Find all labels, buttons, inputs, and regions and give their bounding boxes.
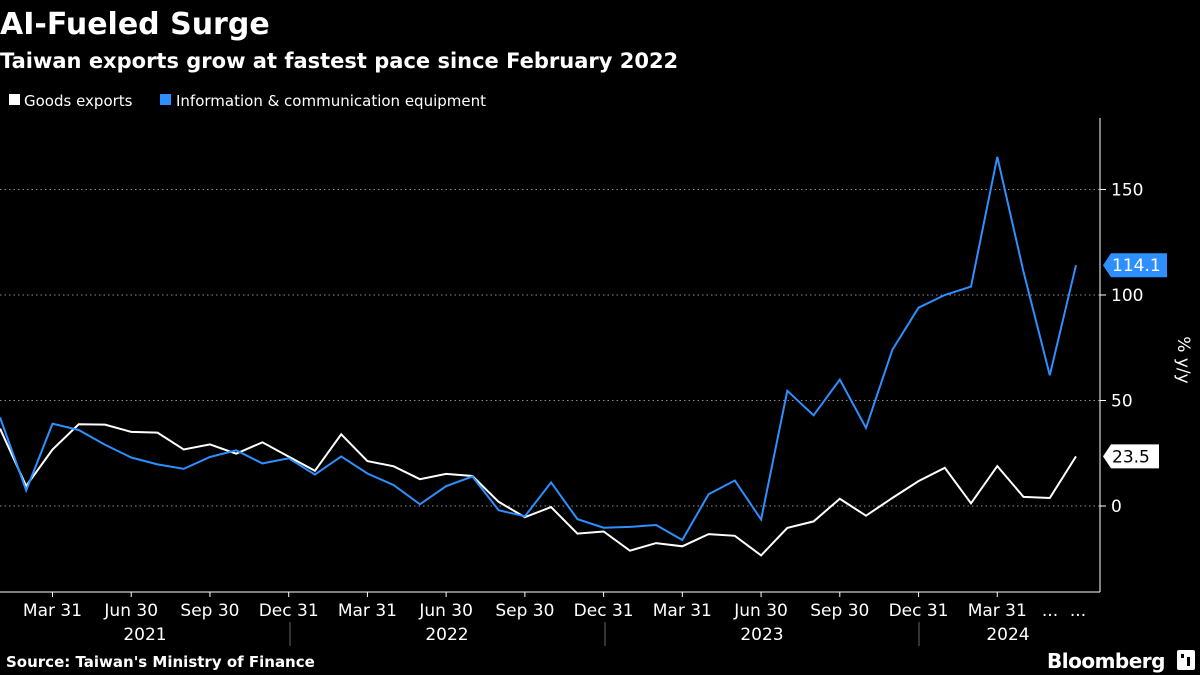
x-tick-label: Sep 30: [180, 601, 239, 621]
x-year-label: 2021: [123, 625, 166, 645]
end-label-tag: [1103, 253, 1167, 278]
x-tick-label: Jun 30: [103, 601, 158, 621]
source-note: Source: Taiwan's Ministry of Finance: [6, 653, 315, 671]
x-tick-label: Mar 31: [23, 601, 82, 621]
x-tick-label: Jun 30: [733, 601, 788, 621]
end-label-value: 114.1: [1112, 256, 1161, 276]
x-tick-label: Dec 31: [889, 601, 949, 621]
series-line-goods-exports: [0, 423, 1077, 557]
legend-swatch-ict: [160, 94, 171, 105]
end-label-value: 23.5: [1112, 447, 1150, 467]
end-value-labels: 23.5 114.1: [1103, 253, 1167, 469]
x-tick-label: Mar 31: [338, 601, 397, 621]
y-tick-label: 0: [1111, 497, 1122, 517]
legend-label-goods: Goods exports: [24, 92, 133, 110]
x-year-label: 2022: [425, 625, 468, 645]
y-tick-label: 150: [1111, 181, 1143, 201]
legend-swatch-goods: [9, 94, 20, 105]
gridlines: [0, 189, 1100, 507]
chart-subtitle: Taiwan exports grow at fastest pace sinc…: [0, 49, 678, 73]
y-tick-label: 50: [1111, 392, 1133, 412]
x-tick-label: ...: [1070, 601, 1086, 621]
x-tick-label: Mar 31: [653, 601, 712, 621]
series-line-ict-equipment: [0, 156, 1077, 542]
x-tick-label: Jun 30: [418, 601, 473, 621]
y-axis-label: % y/y: [1173, 336, 1193, 383]
x-tick-label: Dec 31: [574, 601, 634, 621]
y-tick-label: 100: [1111, 286, 1143, 306]
x-tick-label: Mar 31: [968, 601, 1027, 621]
chart-title: AI-Fueled Surge: [0, 7, 270, 42]
x-tick-label: Sep 30: [810, 601, 869, 621]
legend-label-ict: Information & communication equipment: [176, 92, 486, 110]
brand-logo-text: Bloomberg: [1047, 649, 1165, 673]
bloomberg-terminal-icon: [1177, 650, 1195, 670]
end-label-tag: [1103, 444, 1159, 469]
x-tick-label: ...: [1042, 601, 1058, 621]
y-axis: 0 50 100 150: [1100, 181, 1143, 517]
x-tick-label: Sep 30: [495, 601, 554, 621]
x-year-label: 2023: [740, 625, 783, 645]
legend: Goods exports Information & communicatio…: [9, 92, 486, 110]
x-axis: Mar 31 Jun 30 Sep 30 Dec 31 Mar 31 Jun 30 Sep …: [0, 591, 1100, 646]
x-tick-label: Dec 31: [259, 601, 319, 621]
x-year-label: 2024: [986, 625, 1029, 645]
